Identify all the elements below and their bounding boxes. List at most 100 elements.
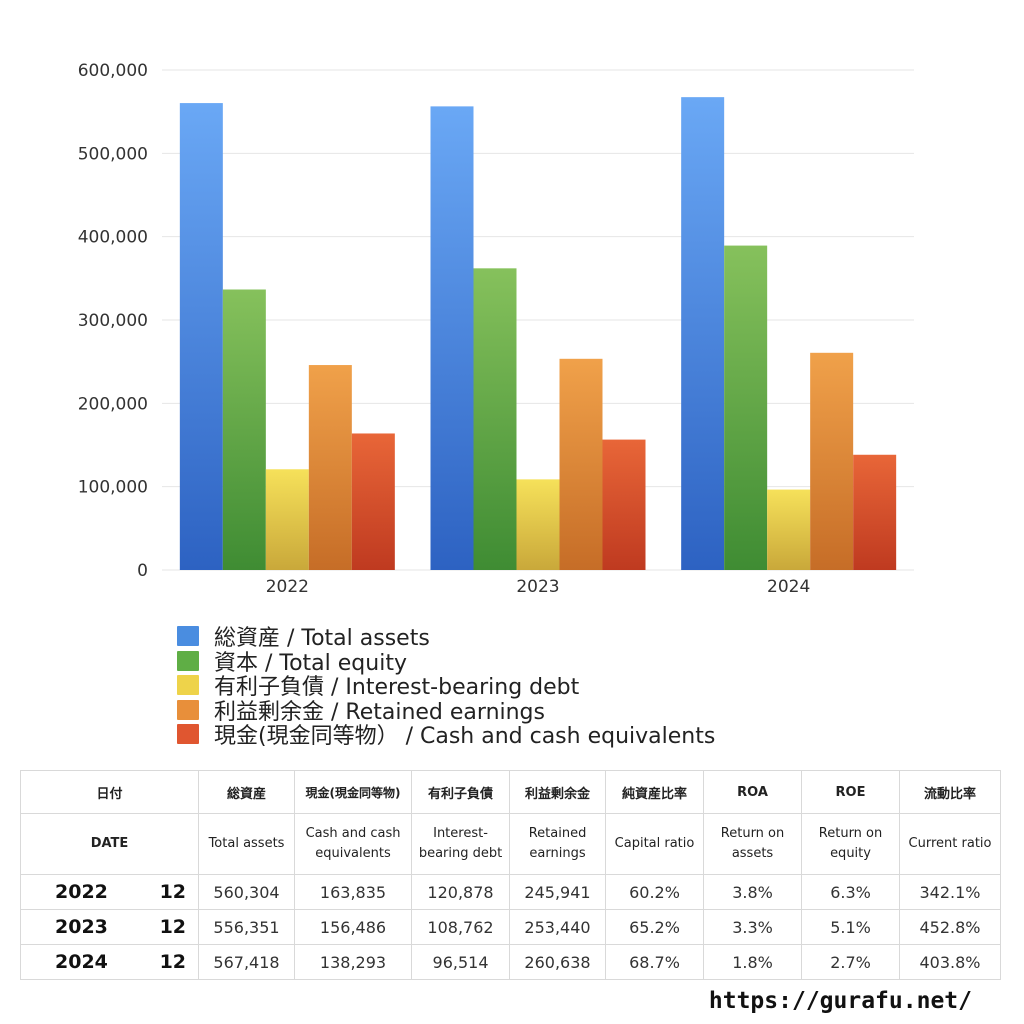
row-month: 12 xyxy=(147,874,200,910)
cell-retained: 245,941 xyxy=(509,874,607,910)
cell-retained: 253,440 xyxy=(509,909,607,945)
legend-label: 資本 / Total equity xyxy=(214,650,407,676)
table-row: 2022 12 560,304 163,835 120,878 245,941 … xyxy=(20,874,1002,910)
header-roa-en: Return on assets xyxy=(703,813,803,875)
y-tick-label: 200,000 xyxy=(78,394,148,414)
header-debt-en: Interest-bearing debt xyxy=(411,813,511,875)
legend-label: 有利子負債 / Interest-bearing debt xyxy=(214,675,580,701)
bar-2022-series-2 xyxy=(222,289,266,570)
table-header-en: DATE Total assets Cash and cash equivale… xyxy=(19,813,1002,875)
cell-debt: 120,878 xyxy=(411,874,511,910)
header-current-ratio-jp: 流動比率 xyxy=(899,770,1002,814)
cell-current-ratio: 342.1% xyxy=(899,874,1002,910)
cell-cash: 156,486 xyxy=(294,909,413,945)
row-year: 2022 xyxy=(20,874,148,910)
bar-2023-series-1 xyxy=(430,106,474,570)
bar-2024-series-3 xyxy=(767,489,811,570)
legend-label: 総資産 / Total assets xyxy=(214,626,430,652)
table-header-jp: 日付 総資産 現金(現金同等物) 有利子負債 利益剰余金 純資産比率 ROA R… xyxy=(19,770,1002,814)
header-retained-jp: 利益剰余金 xyxy=(509,770,607,814)
legend-swatch xyxy=(177,650,199,671)
legend-swatch xyxy=(177,626,199,647)
row-year: 2024 xyxy=(20,944,148,980)
bar-2022-series-3 xyxy=(265,469,309,570)
legend-item: 総資産 / Total assets xyxy=(177,624,715,651)
cell-retained: 260,638 xyxy=(509,944,607,980)
bar-chart: 0 100,000 200,000 300,000 400,000 500,000 600,… xyxy=(78,61,914,597)
bar-2023-series-3 xyxy=(516,479,560,570)
table-row: 2023 12 556,351 156,486 108,762 253,440 … xyxy=(20,909,1002,945)
cell-roa: 3.8% xyxy=(703,874,803,910)
cell-debt: 96,514 xyxy=(411,944,511,980)
x-tick-label: 2022 xyxy=(266,577,309,597)
cell-total-assets: 560,304 xyxy=(198,874,296,910)
header-total-assets-jp: 総資産 xyxy=(198,770,296,814)
cell-current-ratio: 403.8% xyxy=(899,944,1002,980)
y-tick-label: 600,000 xyxy=(78,61,148,81)
legend-swatch xyxy=(177,675,199,696)
y-tick-label: 300,000 xyxy=(78,311,148,331)
cell-total-assets: 556,351 xyxy=(198,909,296,945)
y-tick-label: 400,000 xyxy=(78,228,148,248)
table-row: 2024 12 567,418 138,293 96,514 260,638 6… xyxy=(20,944,1002,980)
legend-swatch xyxy=(177,724,199,745)
bar-2024-series-5 xyxy=(853,454,897,570)
legend-label: 現金(現金同等物） / Cash and cash equivalents xyxy=(214,724,716,750)
financial-table: 日付 総資産 現金(現金同等物) 有利子負債 利益剰余金 純資産比率 ROA R… xyxy=(19,770,1002,980)
cell-roa: 1.8% xyxy=(703,944,803,980)
header-date-en: DATE xyxy=(19,813,200,875)
bar-2024-series-1 xyxy=(681,97,725,570)
legend-item: 現金(現金同等物） / Cash and cash equivalents xyxy=(177,722,715,749)
x-axis-ticks: 2022 2023 2024 xyxy=(266,577,811,597)
header-roe-jp: ROE xyxy=(801,770,901,814)
cell-debt: 108,762 xyxy=(411,909,511,945)
header-current-ratio-en: Current ratio xyxy=(899,813,1002,875)
bar-2023-series-2 xyxy=(473,268,517,570)
y-axis-ticks: 0 100,000 200,000 300,000 400,000 500,000 600,… xyxy=(78,61,148,581)
cell-roe: 5.1% xyxy=(801,909,901,945)
header-cash-jp: 現金(現金同等物) xyxy=(294,770,413,814)
legend-label: 利益剰余金 / Retained earnings xyxy=(214,699,545,725)
cell-capital-ratio: 65.2% xyxy=(605,909,705,945)
site-url[interactable]: https://gurafu.net/ xyxy=(708,988,972,1014)
bar-2023-series-5 xyxy=(602,439,646,570)
bar-2022-series-1 xyxy=(179,103,223,570)
row-year: 2023 xyxy=(20,909,148,945)
cell-roe: 6.3% xyxy=(801,874,901,910)
cell-roa: 3.3% xyxy=(703,909,803,945)
header-cash-en: Cash and cash equivalents xyxy=(294,813,413,875)
header-total-assets-en: Total assets xyxy=(198,813,296,875)
bars xyxy=(179,97,897,571)
cell-total-assets: 567,418 xyxy=(198,944,296,980)
header-debt-jp: 有利子負債 xyxy=(411,770,511,814)
y-tick-label: 100,000 xyxy=(78,478,148,498)
cell-cash: 163,835 xyxy=(294,874,413,910)
header-date-jp: 日付 xyxy=(19,770,200,814)
cell-roe: 2.7% xyxy=(801,944,901,980)
cell-capital-ratio: 68.7% xyxy=(605,944,705,980)
row-month: 12 xyxy=(147,909,200,945)
legend-item: 利益剰余金 / Retained earnings xyxy=(177,698,715,725)
legend: 総資産 / Total assets 資本 / Total equity 有利子負債… xyxy=(177,624,715,749)
header-roa-jp: ROA xyxy=(703,770,803,814)
legend-item: 有利子負債 / Interest-bearing debt xyxy=(177,673,715,700)
y-tick-label: 500,000 xyxy=(78,144,148,164)
bar-2022-series-4 xyxy=(308,365,352,570)
y-tick-label: 0 xyxy=(137,561,148,581)
x-tick-label: 2024 xyxy=(767,577,810,597)
header-capital-ratio-jp: 純資産比率 xyxy=(605,770,705,814)
bar-2024-series-4 xyxy=(810,352,854,570)
legend-swatch xyxy=(177,699,199,720)
row-month: 12 xyxy=(147,944,200,980)
bar-2023-series-4 xyxy=(559,358,603,570)
header-roe-en: Return on equity xyxy=(801,813,901,875)
cell-current-ratio: 452.8% xyxy=(899,909,1002,945)
x-tick-label: 2023 xyxy=(516,577,559,597)
header-capital-ratio-en: Capital ratio xyxy=(605,813,705,875)
legend-item: 資本 / Total equity xyxy=(177,649,715,676)
cell-capital-ratio: 60.2% xyxy=(605,874,705,910)
bar-2024-series-2 xyxy=(724,245,768,571)
header-retained-en: Retained earnings xyxy=(509,813,607,875)
bar-2022-series-5 xyxy=(351,433,395,570)
cell-cash: 138,293 xyxy=(294,944,413,980)
